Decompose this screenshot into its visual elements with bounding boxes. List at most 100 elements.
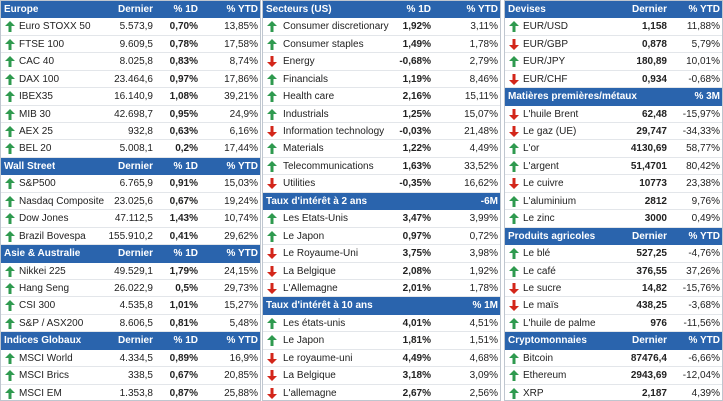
- row-label: CSI 300: [19, 300, 56, 312]
- data-row: Bitcoin 87476,4 -6,66%: [505, 349, 722, 368]
- data-row: EUR/USD 1,158 11,88%: [505, 18, 722, 36]
- row-value: 16,62%: [464, 178, 498, 190]
- arrow-shape: [267, 38, 277, 50]
- data-row: S&P / ASX200 8.606,5 0,81% 5,48%: [1, 314, 260, 333]
- row-value: 0,83%: [169, 56, 198, 68]
- row-value: -0,35%: [399, 178, 431, 190]
- trend-arrow: [267, 352, 277, 364]
- trend-arrow: [509, 265, 519, 277]
- data-row: CAC 40 8.025,8 0,83% 8,74%: [1, 53, 260, 71]
- row-value: 0,97%: [169, 73, 198, 85]
- arrow-shape: [267, 370, 277, 382]
- row-label: Materials: [283, 143, 324, 155]
- arrow-shape: [509, 213, 519, 225]
- row-value: 19,24%: [224, 195, 258, 207]
- row-value: 2,01%: [402, 282, 431, 294]
- row-value: 0,878: [641, 38, 667, 50]
- row-value: 10,01%: [686, 56, 720, 68]
- data-row: Utilities -0,35% 16,62%: [263, 175, 500, 193]
- data-row: Consumer discretionary 1,92% 3,11%: [263, 18, 500, 36]
- data-row: L'argent 51,4701 80,42%: [505, 157, 722, 176]
- arrow-shape: [5, 143, 15, 155]
- arrow-shape: [267, 178, 277, 190]
- row-value: -3,68%: [688, 300, 720, 312]
- column-header: -6M: [480, 195, 498, 207]
- row-label: Le cuivre: [523, 178, 564, 190]
- row-value: 23.464,6: [114, 73, 153, 85]
- row-value: 1,79%: [169, 265, 198, 277]
- arrow-shape: [267, 213, 277, 225]
- row-label: L'aluminium: [523, 195, 577, 207]
- column-header: Dernier: [631, 230, 667, 242]
- arrow-shape: [509, 126, 519, 138]
- arrow-shape: [5, 213, 15, 225]
- row-value: 33,52%: [464, 160, 498, 172]
- trend-arrow: [267, 213, 277, 225]
- row-value: -6,66%: [688, 352, 720, 364]
- row-value: 87476,4: [630, 352, 667, 364]
- row-label: EUR/USD: [523, 21, 569, 33]
- arrow-shape: [5, 352, 15, 364]
- row-label: Le Japon: [283, 335, 325, 347]
- trend-arrow: [509, 213, 519, 225]
- row-value: 1,81%: [402, 335, 431, 347]
- row-value: 376,55: [636, 265, 667, 277]
- arrow-shape: [267, 73, 277, 85]
- row-value: 49.529,1: [114, 265, 153, 277]
- arrow-shape: [267, 56, 277, 68]
- data-row: Le Japon 1,81% 1,51%: [263, 332, 500, 350]
- arrow-shape: [5, 282, 15, 294]
- data-row: La Belgique 3,18% 3,09%: [263, 367, 500, 385]
- row-value: 2943,69: [630, 370, 667, 382]
- data-row: CSI 300 4.535,8 1,01% 15,27%: [1, 297, 260, 315]
- trend-arrow: [5, 230, 15, 242]
- row-value: 15,11%: [464, 91, 498, 103]
- section-title: Cryptomonnaies: [508, 335, 587, 347]
- row-value: 0,91%: [169, 178, 198, 190]
- trend-arrow: [509, 387, 519, 399]
- row-value: 8,74%: [229, 56, 258, 68]
- data-row: Le blé 527,25 -4,76%: [505, 245, 722, 263]
- section-title: Indices Globaux: [4, 335, 82, 347]
- row-value: 4.334,5: [119, 352, 153, 364]
- trend-arrow: [5, 73, 15, 85]
- arrow-shape: [267, 352, 277, 364]
- arrow-shape: [509, 160, 519, 172]
- column-header: % YTD: [466, 4, 499, 15]
- row-value: 23.025,6: [114, 195, 153, 207]
- data-row: DAX 100 23.464,6 0,97% 17,86%: [1, 70, 260, 89]
- trend-arrow: [509, 317, 519, 329]
- row-value: 4.535,8: [119, 300, 153, 312]
- row-label: Telecommunications: [283, 160, 374, 172]
- trend-arrow: [5, 282, 15, 294]
- row-label: Bitcoin: [523, 352, 554, 364]
- row-label: Information technology: [283, 126, 385, 138]
- row-label: L'huile Brent: [523, 108, 579, 120]
- row-value: 1.353,8: [119, 387, 153, 399]
- column-header: Dernier: [117, 335, 153, 347]
- row-label: L'argent: [523, 160, 559, 172]
- row-value: 15,03%: [224, 178, 258, 190]
- arrow-shape: [267, 143, 277, 155]
- row-value: 17,86%: [224, 73, 258, 85]
- row-label: Nikkei 225: [19, 265, 66, 277]
- section-header: Asie & Australie Dernier % 1D % YTD: [1, 245, 260, 263]
- trend-arrow: [267, 126, 277, 138]
- column-header: % YTD: [226, 160, 259, 172]
- column-header: % YTD: [226, 4, 259, 15]
- arrow-shape: [5, 126, 15, 138]
- data-row: IBEX35 16.140,9 1,08% 39,21%: [1, 88, 260, 106]
- row-label: Energy: [283, 56, 315, 68]
- column-header: % YTD: [688, 230, 721, 242]
- row-label: Le blé: [523, 248, 551, 260]
- row-value: 2812: [644, 195, 667, 207]
- column-header: % 1M: [472, 300, 498, 312]
- row-value: 4,49%: [402, 352, 431, 364]
- row-label: S&P500: [19, 178, 56, 190]
- data-row: Le cuivre 10773 23,38%: [505, 175, 722, 193]
- row-value: 1,78%: [469, 38, 498, 50]
- arrow-shape: [509, 300, 519, 312]
- row-value: 3,09%: [469, 370, 498, 382]
- row-label: Le zinc: [523, 213, 555, 225]
- row-label: BEL 20: [19, 143, 52, 155]
